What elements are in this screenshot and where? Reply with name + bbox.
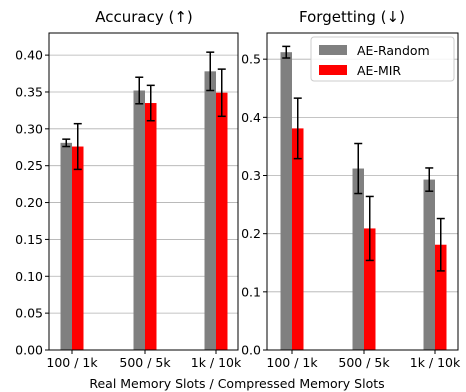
bar-ae-random-2	[423, 179, 435, 350]
bar-ae-mir-1	[145, 103, 157, 350]
bar-ae-mir-0	[292, 128, 304, 350]
y-tick-label: 0.25	[15, 158, 43, 173]
y-tick-label: 0.1	[241, 284, 261, 299]
y-tick-label: 0.15	[15, 232, 43, 247]
bar-ae-random-1	[352, 168, 364, 350]
bar-ae-mir-2	[435, 244, 447, 350]
y-tick-label: 0.3	[241, 168, 261, 183]
y-tick-label: 0.00	[15, 343, 43, 358]
x-tick-label: 100 / 1k	[266, 355, 318, 370]
y-tick-label: 0.20	[15, 195, 43, 210]
y-tick-label: 0.2	[241, 226, 261, 241]
axes-frame	[48, 32, 239, 351]
y-tick-label: 0.0	[241, 343, 261, 358]
x-tick-label: 1k / 10k	[410, 355, 461, 370]
x-axis-label: Real Memory Slots / Compressed Memory Sl…	[89, 376, 384, 391]
axes-frame	[266, 32, 459, 351]
y-tick-label: 0.35	[15, 84, 43, 99]
legend: AE-Random AE-MIR	[310, 36, 455, 82]
legend-label-ae-mir: AE-MIR	[357, 63, 401, 78]
bar-ae-random-2	[204, 71, 216, 350]
bar-ae-mir-1	[364, 228, 376, 350]
bar-ae-random-0	[60, 142, 72, 350]
bar-ae-random-0	[280, 52, 292, 351]
bar-ae-mir-0	[72, 146, 84, 350]
y-tick-label: 0.40	[15, 48, 43, 63]
forgetting-title: Forgetting (↓)	[299, 8, 405, 26]
legend-label-ae-random: AE-Random	[357, 43, 430, 58]
y-tick-label: 0.5	[241, 52, 261, 67]
y-tick-label: 0.05	[15, 306, 43, 321]
y-tick-label: 0.10	[15, 269, 43, 284]
bar-ae-mir-2	[216, 92, 228, 350]
x-tick-label: 1k / 10k	[191, 355, 242, 370]
x-tick-label: 500 / 5k	[119, 355, 171, 370]
y-tick-label: 0.30	[15, 121, 43, 136]
forgetting-panel: Forgetting (↓) 0.0 0.1 0.2 0.3 0.4 0.5 100 / 1…	[241, 8, 461, 370]
bar-ae-random-1	[133, 90, 145, 351]
accuracy-panel: Accuracy (↑) 0.00 0.05 0.10 0.15 0.20 0.25 0.3…	[15, 8, 242, 370]
legend-swatch-ae-random	[319, 45, 347, 55]
x-tick-label: 100 / 1k	[46, 355, 98, 370]
legend-swatch-ae-mir	[319, 65, 347, 75]
accuracy-title: Accuracy (↑)	[95, 8, 193, 26]
y-tick-label: 0.4	[241, 110, 261, 125]
x-tick-label: 500 / 5k	[338, 355, 390, 370]
